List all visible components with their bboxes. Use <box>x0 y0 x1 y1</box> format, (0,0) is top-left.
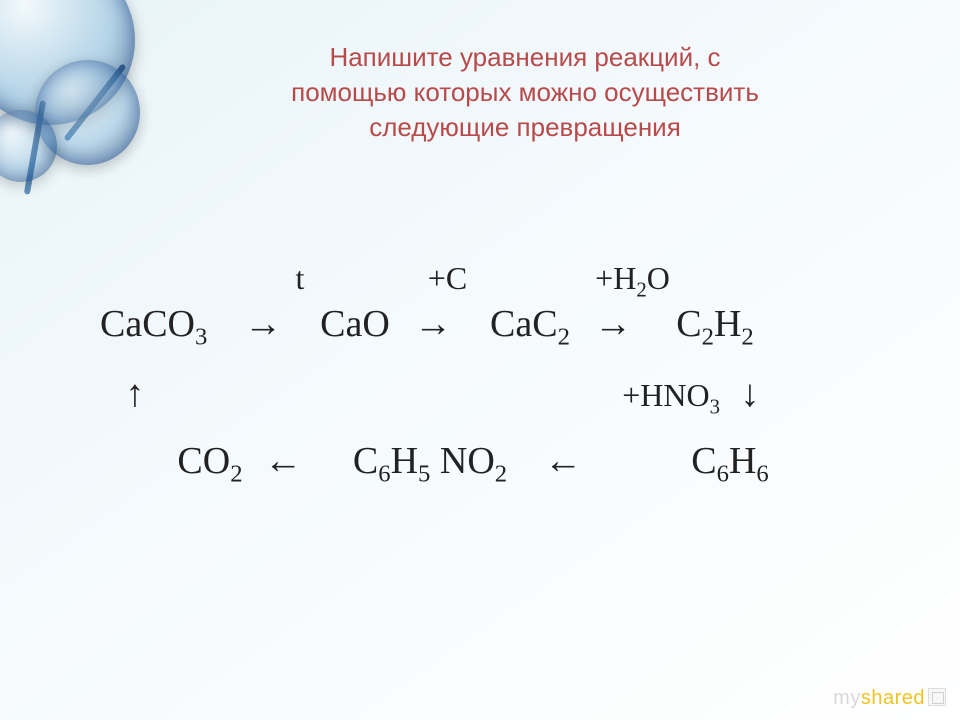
formula-caco3: CaCO3 <box>100 302 240 352</box>
mid-row: ↑ +HNO3 ↓ <box>100 372 880 419</box>
formula-cac2: CaC2 <box>470 302 590 352</box>
conditions-row: t +С +H2O <box>100 260 880 302</box>
arrow-up: ↑ <box>126 372 145 416</box>
cond-plus-c: +С <box>360 260 535 297</box>
reaction-scheme: t +С +H2O CaCO3 → CaO → CaC2 → C2H2 ↑ +H… <box>100 260 880 509</box>
arrow-right: → <box>410 302 470 346</box>
formula-co2: CO2 <box>160 439 260 489</box>
arrow-down: ↓ <box>741 372 760 416</box>
formula-c2h2: C2H2 <box>650 302 780 352</box>
arrow-right: → <box>590 302 650 346</box>
title-line-2: помощью которых можно осуществить <box>160 75 890 110</box>
arrow-left: ← <box>260 439 320 483</box>
arrow-left: ← <box>540 439 610 483</box>
title-line-3: следующие превращения <box>160 110 890 145</box>
arrow-right: → <box>240 302 300 346</box>
slide-title: Напишите уравнения реакций, с помощью ко… <box>160 40 890 145</box>
cond-plus-hno3: +HNO3 <box>550 377 720 419</box>
cond-plus-h2o: +H2O <box>535 260 730 302</box>
watermark-left: my <box>833 687 861 709</box>
chain-row-2: CO2 ← C6H5 NO2 ← C6H6 <box>100 439 880 489</box>
slide: Напишите уравнения реакций, с помощью ко… <box>0 0 960 720</box>
formula-c6h6: C6H6 <box>670 439 790 489</box>
watermark-right: shared <box>861 687 925 709</box>
chain-row-1: CaCO3 → CaO → CaC2 → C2H2 <box>100 302 880 352</box>
formula-cao: CaO <box>300 302 410 346</box>
watermark: myshared <box>833 687 946 710</box>
formula-c6h5no2: C6H5 NO2 <box>320 439 540 489</box>
title-line-1: Напишите уравнения реакций, с <box>160 40 890 75</box>
watermark-icon <box>928 688 946 706</box>
cond-t: t <box>240 260 360 297</box>
